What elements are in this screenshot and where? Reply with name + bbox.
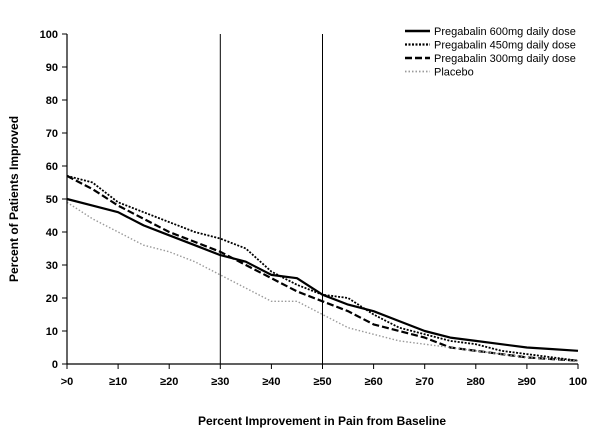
legend: Pregabalin 600mg daily dose Pregabalin 45… bbox=[405, 26, 576, 79]
y-tick-label: 30 bbox=[46, 260, 58, 272]
x-tick-label: ≥30 bbox=[211, 376, 229, 388]
legend-label: Pregabalin 450mg daily dose bbox=[434, 40, 576, 52]
y-axis-title: Percent of Patients Improved bbox=[7, 116, 21, 282]
legend-label: Pregabalin 300mg daily dose bbox=[434, 53, 576, 65]
x-tick-label: ≥60 bbox=[364, 376, 382, 388]
y-tick-label: 10 bbox=[46, 326, 58, 338]
x-tick-label: ≥50 bbox=[313, 376, 331, 388]
x-tick-label: ≥20 bbox=[160, 376, 178, 388]
y-tick-label: 40 bbox=[46, 227, 58, 239]
x-tick-label: ≥70 bbox=[416, 376, 434, 388]
y-tick-label: 90 bbox=[46, 62, 58, 74]
legend-label: Pregabalin 600mg daily dose bbox=[434, 26, 576, 38]
x-tick-label: 100 bbox=[569, 376, 587, 388]
legend-label: Placebo bbox=[434, 67, 474, 79]
series-line bbox=[66, 174, 579, 362]
y-tick-label: 100 bbox=[40, 29, 58, 41]
x-tick-label: ≥40 bbox=[262, 376, 280, 388]
axes: 0 10 20 30 40 50 60 70 80 90 100 >0 ≥10 ≥20 ≥30 ≥40 ≥50 ≥… bbox=[40, 29, 588, 388]
plot-area bbox=[66, 34, 579, 364]
x-tick-label: ≥10 bbox=[109, 376, 127, 388]
y-tick-label: 60 bbox=[46, 161, 58, 173]
y-tick-label: 50 bbox=[46, 194, 58, 206]
x-axis-title: Percent Improvement in Pain from Baselin… bbox=[198, 414, 446, 428]
y-tick-label: 0 bbox=[52, 359, 58, 371]
y-tick-label: 80 bbox=[46, 95, 58, 107]
y-tick-label: 20 bbox=[46, 293, 58, 305]
x-tick-label: ≥80 bbox=[467, 376, 485, 388]
x-tick-label: >0 bbox=[61, 376, 74, 388]
x-tick-label: ≥90 bbox=[518, 376, 536, 388]
y-tick-label: 70 bbox=[46, 128, 58, 140]
series-line bbox=[66, 175, 579, 362]
